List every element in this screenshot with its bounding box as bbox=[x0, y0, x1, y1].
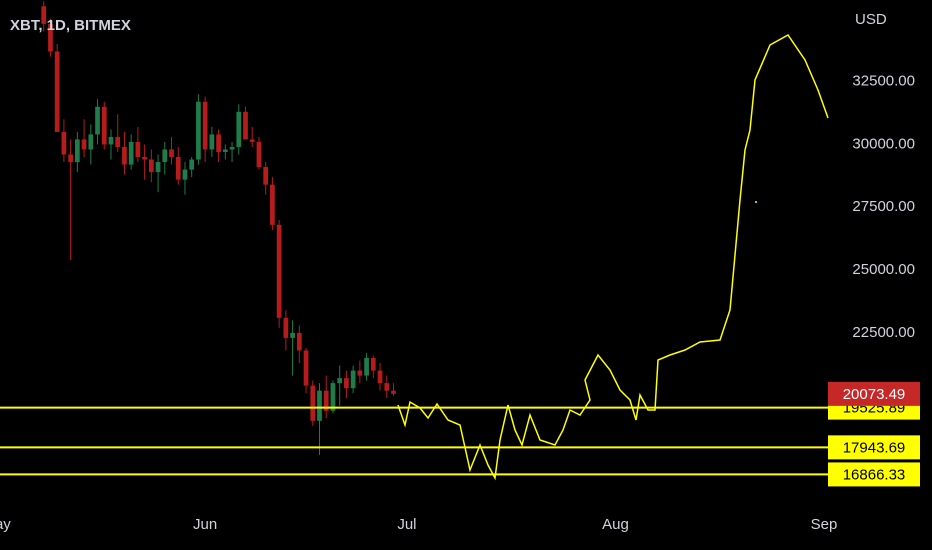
candle-body bbox=[330, 383, 336, 411]
last-price-label: 20073.49 bbox=[843, 386, 906, 403]
y-tick-label: 30000.00 bbox=[852, 135, 915, 152]
candle-body bbox=[377, 370, 383, 384]
candle-body bbox=[222, 149, 228, 152]
candle-body bbox=[61, 131, 67, 155]
candle-body bbox=[344, 378, 349, 389]
candle-body bbox=[249, 139, 255, 142]
x-tick-label: Sep bbox=[811, 516, 838, 533]
y-tick-label: 27500.00 bbox=[852, 198, 915, 215]
candle-body bbox=[189, 159, 195, 170]
candle-body bbox=[236, 111, 242, 147]
y-axis-label: USD bbox=[855, 11, 887, 28]
candle-body bbox=[209, 134, 215, 150]
y-tick-label: 22500.00 bbox=[852, 324, 915, 341]
candle-body bbox=[350, 370, 356, 389]
candle-body bbox=[290, 332, 295, 338]
candle-body bbox=[88, 134, 94, 150]
candle-body bbox=[310, 385, 316, 421]
candle-body bbox=[296, 332, 302, 351]
candle-body bbox=[182, 169, 188, 180]
candle-body bbox=[364, 358, 369, 376]
candle-body bbox=[391, 390, 396, 394]
candle-body bbox=[41, 6, 47, 24]
candle-body bbox=[229, 146, 235, 150]
candle-body bbox=[128, 141, 134, 165]
x-tick-label: Jun bbox=[193, 516, 217, 533]
plot-area bbox=[41, 1, 396, 455]
candle-body bbox=[142, 157, 147, 160]
x-tick-label: May bbox=[0, 516, 11, 533]
candle-body bbox=[303, 350, 309, 386]
chart-title: XBT, 1D, BITMEX bbox=[10, 17, 131, 34]
candle-body bbox=[317, 390, 322, 421]
level-tag bbox=[828, 462, 920, 487]
level-tag bbox=[828, 435, 920, 460]
candle-body bbox=[202, 101, 208, 150]
freehand-drawing bbox=[397, 34, 829, 481]
candle-body bbox=[337, 378, 343, 384]
candle-body bbox=[48, 23, 53, 52]
candle-body bbox=[122, 146, 127, 165]
y-tick-label: 25000.00 bbox=[852, 261, 915, 278]
candle-body bbox=[148, 159, 154, 173]
candle-body bbox=[169, 149, 174, 158]
candle-body bbox=[243, 111, 248, 140]
candle-body bbox=[276, 224, 282, 318]
candle-body bbox=[81, 139, 87, 150]
candle-body bbox=[162, 149, 168, 163]
candle-body bbox=[68, 154, 73, 163]
candle-body bbox=[135, 141, 141, 158]
candle-body bbox=[54, 51, 60, 132]
x-tick-label: Jul bbox=[397, 516, 416, 533]
candle-body bbox=[256, 141, 262, 168]
drawing-dot bbox=[755, 201, 757, 203]
candle-body bbox=[155, 162, 161, 173]
candle-body bbox=[74, 139, 80, 163]
last-price-tag bbox=[828, 381, 920, 406]
candle-body bbox=[283, 317, 289, 338]
candle-body bbox=[196, 101, 201, 160]
candle-body bbox=[101, 106, 107, 145]
candle-body bbox=[384, 383, 390, 391]
candle-body bbox=[263, 167, 269, 185]
candle-body bbox=[216, 134, 221, 152]
candle-body bbox=[95, 106, 100, 135]
level-tag-label: 17943.69 bbox=[843, 439, 906, 456]
level-tag-label: 16866.33 bbox=[843, 466, 906, 483]
candle-body bbox=[175, 157, 181, 180]
candle-body bbox=[270, 184, 275, 225]
y-tick-label: 32500.00 bbox=[852, 73, 915, 90]
candle-body bbox=[115, 136, 121, 147]
candle-body bbox=[370, 358, 376, 371]
x-tick-label: Aug bbox=[602, 516, 629, 533]
candle-body bbox=[323, 390, 329, 411]
candle-body bbox=[108, 136, 114, 145]
candle-body bbox=[357, 370, 363, 376]
